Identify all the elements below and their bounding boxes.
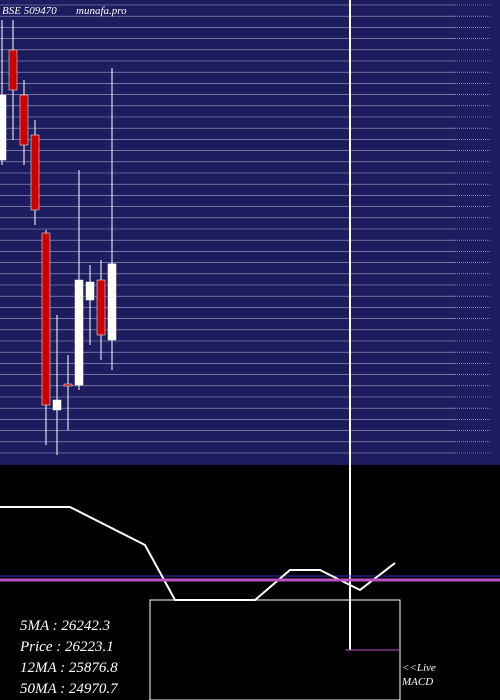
chart-title: BSE 509470: [2, 5, 57, 17]
stat: 5MA : 26242.3: [20, 618, 110, 634]
candle-body: [19, 94, 29, 146]
candle-body: [96, 279, 106, 336]
candle-body: [63, 383, 73, 387]
chart-subtitle: munafa.pro: [76, 5, 127, 17]
live-label: MACD: [401, 676, 433, 688]
candle-body: [107, 263, 117, 341]
candle-body: [8, 49, 18, 91]
candle-body: [0, 94, 7, 161]
stat: 50MA : 24970.7: [20, 681, 119, 697]
price-panel: [0, 0, 500, 465]
candle-body: [52, 399, 62, 411]
candle-body: [85, 281, 95, 301]
live-label: <<Live: [402, 662, 436, 674]
candle-body: [74, 279, 84, 386]
stat: Price : 26223.1: [19, 639, 114, 655]
macd-line: [0, 506, 396, 601]
candle-body: [30, 134, 40, 211]
candle-body: [41, 232, 51, 406]
stat: 12MA : 25876.8: [20, 660, 118, 676]
